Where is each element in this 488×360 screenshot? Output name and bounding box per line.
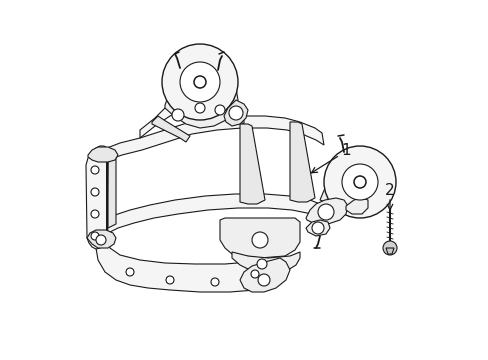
Circle shape <box>91 210 99 218</box>
Polygon shape <box>164 70 238 128</box>
Circle shape <box>91 166 99 174</box>
Circle shape <box>258 274 269 286</box>
Polygon shape <box>385 248 393 254</box>
Text: 2: 2 <box>385 183 394 198</box>
Polygon shape <box>107 116 324 160</box>
Circle shape <box>126 268 134 276</box>
Circle shape <box>215 105 224 115</box>
Circle shape <box>210 278 219 286</box>
Circle shape <box>195 103 204 113</box>
Circle shape <box>162 44 238 120</box>
Polygon shape <box>319 154 393 214</box>
Circle shape <box>91 232 99 240</box>
Circle shape <box>353 176 365 188</box>
Polygon shape <box>240 258 289 292</box>
Circle shape <box>250 270 259 278</box>
Polygon shape <box>108 158 116 228</box>
Polygon shape <box>346 198 367 214</box>
Polygon shape <box>140 92 244 138</box>
Circle shape <box>311 222 324 234</box>
Circle shape <box>96 235 106 245</box>
Circle shape <box>228 106 243 120</box>
Polygon shape <box>107 148 108 233</box>
Polygon shape <box>87 230 116 248</box>
Polygon shape <box>231 252 299 272</box>
Circle shape <box>194 76 205 88</box>
Circle shape <box>172 109 183 121</box>
Circle shape <box>257 259 266 269</box>
Circle shape <box>251 232 267 248</box>
Polygon shape <box>88 147 118 162</box>
Circle shape <box>324 146 395 218</box>
Circle shape <box>341 164 377 200</box>
Polygon shape <box>224 100 247 126</box>
Circle shape <box>91 188 99 196</box>
Polygon shape <box>289 122 314 202</box>
Polygon shape <box>240 124 264 204</box>
Polygon shape <box>152 116 190 142</box>
Polygon shape <box>305 198 347 224</box>
Polygon shape <box>107 194 333 233</box>
Polygon shape <box>305 220 329 236</box>
Circle shape <box>180 62 220 102</box>
Circle shape <box>165 276 174 284</box>
Polygon shape <box>86 146 108 249</box>
Text: 1: 1 <box>341 143 350 158</box>
Circle shape <box>317 204 333 220</box>
Polygon shape <box>220 218 299 258</box>
Polygon shape <box>96 230 287 292</box>
Circle shape <box>382 241 396 255</box>
